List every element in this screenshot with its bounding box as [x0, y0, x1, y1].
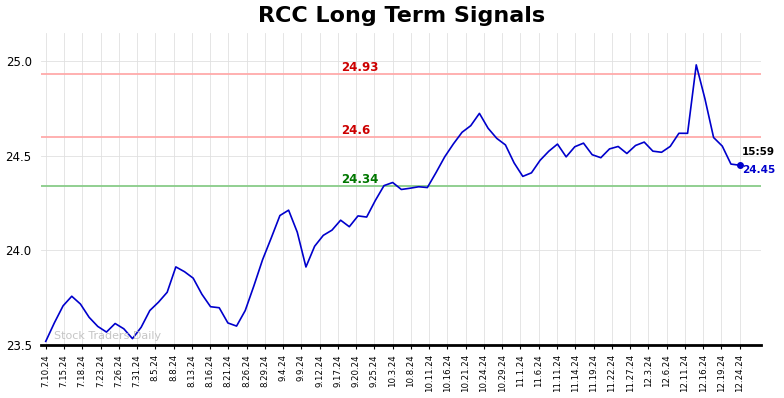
Text: 24.6: 24.6 — [341, 124, 370, 137]
Text: 24.45: 24.45 — [742, 165, 775, 175]
Text: 15:59: 15:59 — [742, 147, 775, 157]
Text: Stock Traders Daily: Stock Traders Daily — [54, 330, 162, 341]
Title: RCC Long Term Signals: RCC Long Term Signals — [258, 6, 545, 25]
Text: 24.93: 24.93 — [341, 62, 378, 74]
Text: 24.34: 24.34 — [341, 173, 378, 186]
